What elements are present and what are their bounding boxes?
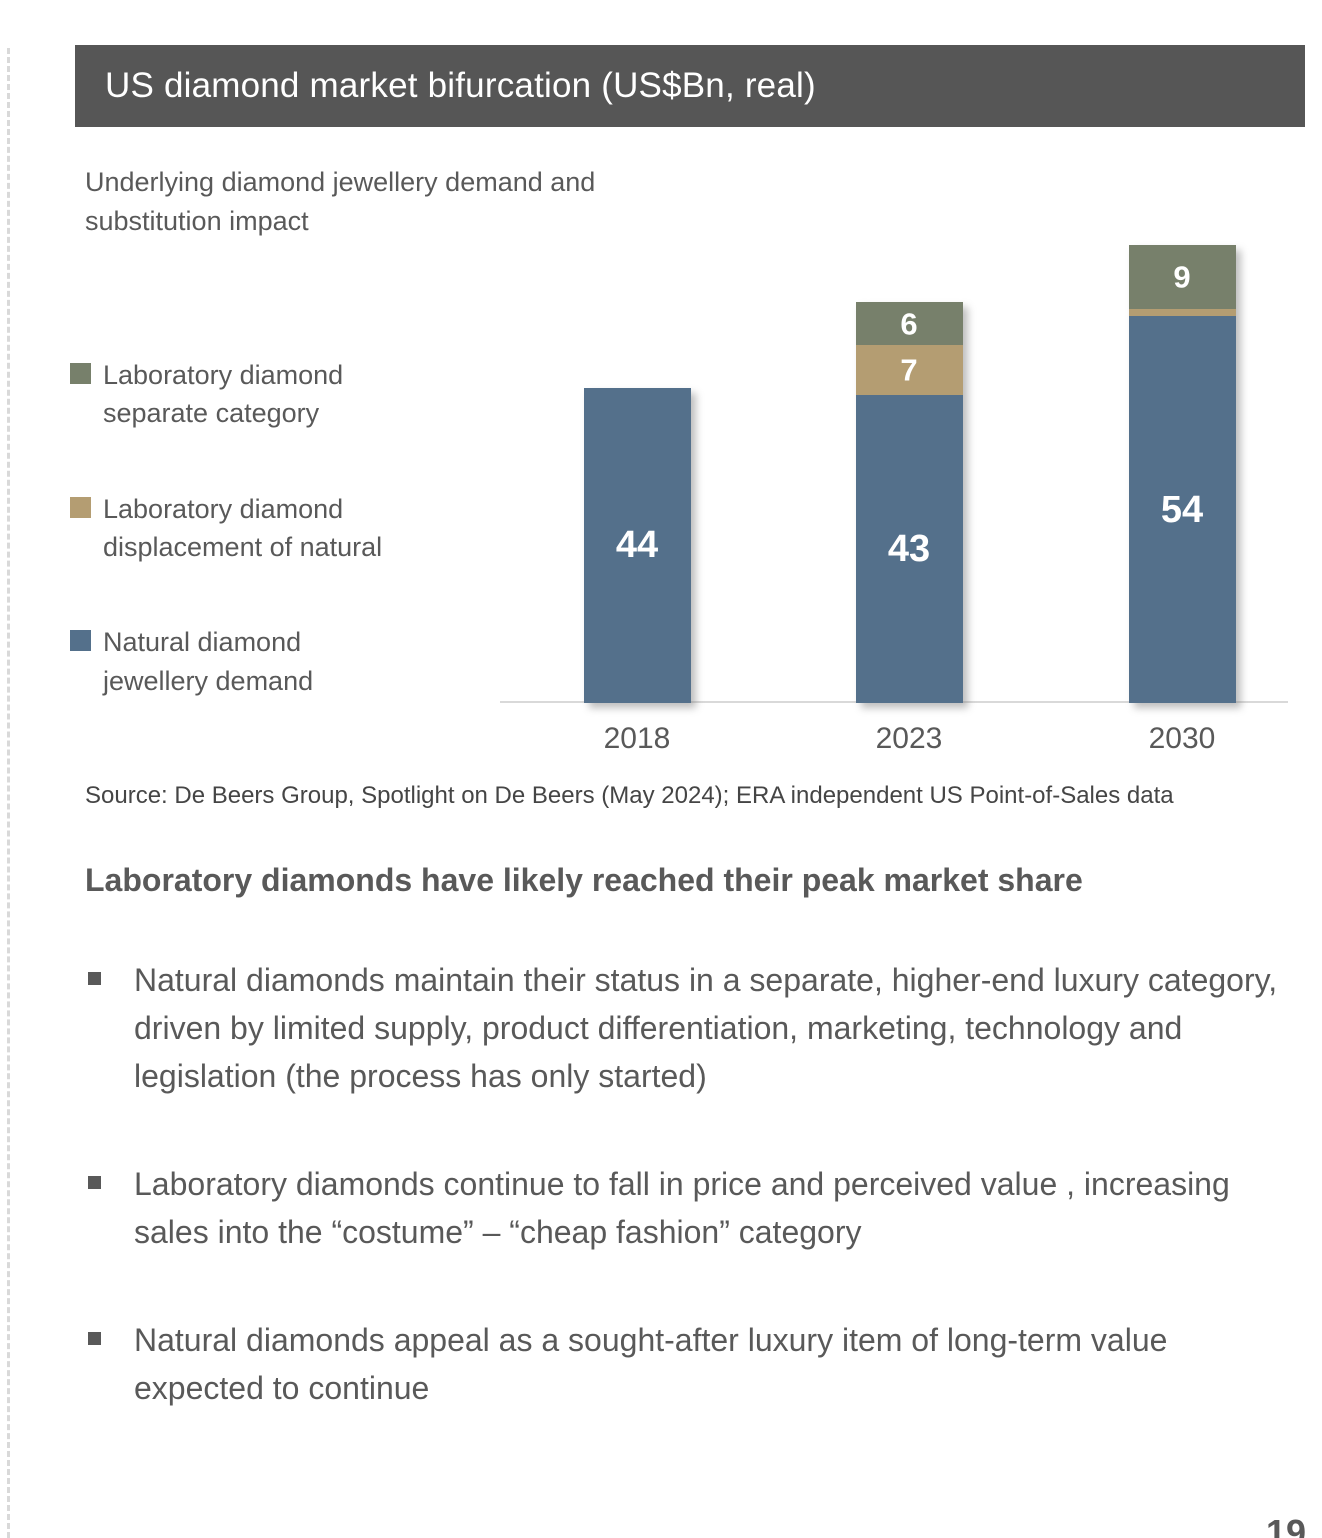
bar-value-label: 43 [887, 528, 931, 571]
x-axis-label-2023: 2023 [875, 722, 943, 755]
page-number: 19 [1266, 1512, 1307, 1538]
legend-swatch-icon [70, 496, 91, 518]
bar-value-label: 54 [1160, 488, 1204, 531]
bar-2023: 6 7 43 [855, 302, 963, 703]
bullet-item: Laboratory diamonds continue to fall in … [88, 1160, 1293, 1256]
bar-segment-series1-2030: 1 [1128, 309, 1236, 350]
body-heading: Laboratory diamonds have likely reached … [85, 862, 1083, 898]
stacked-bar-chart: 44 2018 6 7 43 2023 9 1 54 2030 [500, 244, 1288, 755]
bullet-item: Natural diamonds appeal as a sought-afte… [88, 1316, 1293, 1412]
slide-title: US diamond market bifurcation (US$Bn, re… [105, 66, 816, 105]
legend-item: Natural diamond jewellery demand [70, 623, 408, 700]
legend-swatch-icon [70, 630, 91, 652]
bar-segment-series0-2030: 54 [1128, 316, 1236, 703]
bullet-square-icon [88, 972, 101, 985]
bullet-square-icon [88, 1176, 101, 1189]
chart-subtitle: Underlying diamond jewellery demand and … [85, 167, 596, 237]
bullet-text: Natural diamonds maintain their status i… [134, 962, 1278, 1094]
legend-label: Laboratory diamond displacement of natur… [103, 493, 383, 562]
slide-title-banner: US diamond market bifurcation (US$Bn, re… [75, 45, 1305, 127]
legend-label: Laboratory diamond separate category [103, 360, 344, 429]
bar-2030: 9 1 54 [1128, 244, 1236, 703]
bar-segment-series2-2030: 9 [1128, 244, 1236, 310]
bar-value-label: 6 [900, 306, 918, 341]
bar-value-label: 44 [615, 524, 659, 567]
x-axis-label-2030: 2030 [1148, 722, 1216, 755]
bullet-item: Natural diamonds maintain their status i… [88, 956, 1293, 1100]
bar-value-label: 9 [1173, 259, 1191, 295]
bullet-text: Natural diamonds appeal as a sought-afte… [134, 1322, 1168, 1406]
legend-label: Natural diamond jewellery demand [103, 627, 314, 696]
bar-2018: 44 [583, 387, 691, 703]
source-note: Source: De Beers Group, Spotlight on De … [85, 782, 1174, 809]
legend-item: Laboratory diamond displacement of natur… [70, 490, 408, 567]
bullet-list: Natural diamonds maintain their status i… [88, 956, 1293, 1472]
bullet-square-icon [88, 1332, 101, 1345]
bar-segment-series1-2023: 7 [855, 344, 963, 396]
bar-segment-series0-2018: 44 [583, 387, 691, 703]
chart-legend: Laboratory diamond separate category Labo… [70, 356, 408, 757]
bullet-text: Laboratory diamonds continue to fall in … [134, 1166, 1230, 1250]
bar-segment-series0-2023: 43 [855, 395, 963, 703]
slide-edge-dashed-guide [7, 48, 10, 1538]
legend-swatch-icon [70, 363, 91, 384]
bar-segment-series2-2023: 6 [855, 302, 963, 345]
legend-item: Laboratory diamond separate category [70, 356, 408, 433]
bar-value-label: 7 [900, 352, 918, 388]
x-axis-label-2018: 2018 [603, 722, 671, 755]
